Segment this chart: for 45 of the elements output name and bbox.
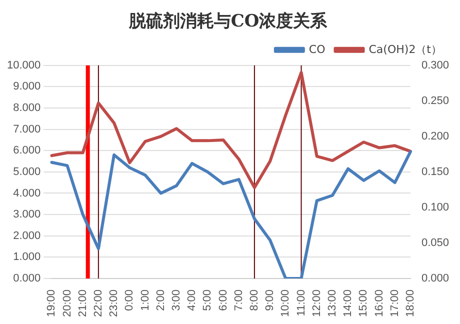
x-tick-label: 2:00: [154, 289, 167, 311]
x-tick-label: 13:00: [326, 289, 338, 318]
x-tick-label: 16:00: [373, 289, 386, 318]
x-tick-label: 10:00: [280, 289, 292, 318]
y2-tick-label: 0.250: [421, 94, 450, 107]
x-tick-label: 9:00: [264, 289, 276, 311]
y-tick-label: 9.000: [13, 80, 41, 93]
x-tick-label: 7:00: [232, 289, 245, 311]
legend-label: CO: [308, 42, 326, 56]
y2-tick-label: 0.000: [421, 272, 450, 285]
x-tick-label: 1:00: [139, 289, 152, 311]
x-tick-label: 19:00: [46, 289, 58, 318]
y2-tick-label: 0.200: [421, 130, 450, 142]
y-tick-label: 8.000: [13, 102, 41, 114]
y-tick-label: 2.000: [13, 230, 41, 242]
y-tick-label: 1.000: [13, 251, 41, 264]
x-tick-label: 17:00: [388, 289, 401, 318]
x-tick-label: 12:00: [310, 289, 323, 318]
y2-tick-label: 0.300: [421, 59, 450, 72]
y2-tick-label: 0.100: [421, 201, 450, 214]
y-tick-label: 3.000: [13, 208, 41, 221]
legend-label: Ca(OH)2（t）: [368, 42, 442, 56]
x-tick-label: 22:00: [92, 289, 104, 318]
y-tick-label: 7.000: [13, 123, 41, 136]
x-tick-label: 6:00: [217, 289, 230, 311]
y-tick-label: 10.000: [6, 59, 41, 72]
y2-tick-label: 0.150: [421, 166, 450, 178]
x-tick-label: 5:00: [202, 289, 214, 311]
x-tick-label: 4:00: [186, 289, 198, 311]
x-tick-label: 20:00: [61, 289, 74, 318]
y2-tick-label: 0.050: [421, 236, 450, 249]
x-tick-label: 0:00: [124, 289, 136, 311]
y-tick-label: 6.000: [13, 144, 41, 157]
y-tick-label: 4.000: [13, 187, 41, 200]
y-tick-label: 0.000: [13, 272, 41, 285]
x-tick-label: 18:00: [404, 289, 417, 318]
x-tick-label: 21:00: [76, 289, 89, 318]
x-tick-label: 15:00: [358, 289, 370, 318]
x-tick-label: 8:00: [248, 289, 260, 311]
y-tick-label: 5.000: [13, 166, 41, 178]
x-tick-label: 14:00: [342, 289, 354, 318]
x-tick-label: 3:00: [170, 289, 182, 311]
x-tick-label: 23:00: [108, 289, 120, 318]
x-tick-label: 11:00: [295, 289, 308, 316]
chart-title: 脱硫剂消耗与CO浓度关系: [128, 12, 328, 32]
